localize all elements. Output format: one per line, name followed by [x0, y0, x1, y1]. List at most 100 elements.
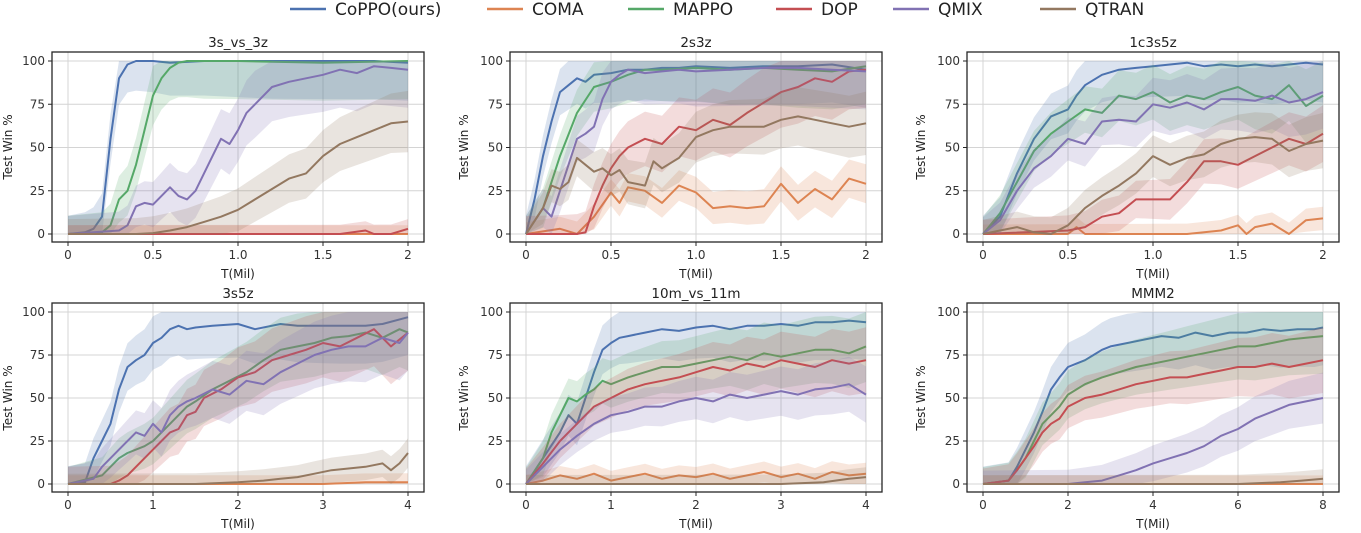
series-line-coppo-ours	[67, 60, 409, 235]
y-tick-label: 50	[945, 391, 960, 405]
y-axis-label: Test Win %	[914, 114, 928, 180]
band-qmix	[983, 372, 1323, 484]
y-tick-label: 50	[945, 141, 960, 155]
y-axis-label: Test Win %	[457, 114, 471, 180]
series-line-coppo-ours	[525, 63, 867, 235]
y-tick-label: 0	[37, 227, 45, 241]
x-axis-label: T(Mil)	[678, 517, 713, 531]
legend-label-mappo: MAPPO	[673, 0, 733, 20]
series-line-dop	[68, 328, 409, 485]
series-line-qtran	[526, 476, 867, 485]
x-tick-label: 1.5	[1228, 248, 1247, 262]
y-tick-label: 75	[945, 97, 960, 111]
band-coma	[526, 159, 866, 234]
series-line-coma	[525, 177, 867, 235]
panel-10m-vs-11m: 10m_vs_11m T(Mil) Test Win % 0 1 2 3 4 0 25 50 7…	[457, 286, 883, 531]
x-axis-label: T(Mil)	[220, 267, 255, 281]
band-qmix	[68, 61, 408, 234]
legend-label-qmix: QMIX	[938, 0, 983, 20]
x-tick-label: 0	[979, 498, 987, 512]
series-line-dop	[525, 359, 867, 485]
x-tick-label: 2	[1064, 498, 1072, 512]
x-tick-label: 2	[692, 498, 700, 512]
series-line-qtran	[68, 452, 409, 485]
panel-title: 3s5z	[222, 286, 253, 302]
band-coppo-ours	[526, 61, 866, 234]
x-tick-label: 4	[1149, 498, 1157, 512]
panel-title: MMM2	[1131, 286, 1175, 302]
band-coppo-ours	[983, 61, 1323, 234]
series-line-mappo	[982, 335, 1324, 485]
x-tick-label: 0	[522, 248, 530, 262]
x-tick-label: 4	[862, 498, 870, 512]
x-axis-label: T(Mil)	[1135, 267, 1170, 281]
y-axis-label: Test Win %	[914, 365, 928, 431]
legend: CoPPO(ours) COMA MAPPO DOP QMIX QTRAN	[290, 0, 1144, 20]
band-coma	[68, 225, 408, 234]
x-tick-label: 8	[1319, 498, 1327, 512]
series-line-mappo	[67, 328, 409, 485]
y-tick-label: 100	[480, 54, 503, 68]
panel-mmm2: MMM2 T(Mil) Test Win % 0 2 4 6 8 0 25 50 75 100	[914, 286, 1340, 531]
y-axis-label: Test Win %	[457, 365, 471, 431]
x-axis-label: T(Mil)	[1135, 517, 1170, 531]
y-tick-label: 50	[30, 391, 45, 405]
x-tick-label: 2	[1319, 248, 1327, 262]
series-line-qmix	[525, 383, 867, 485]
y-tick-label: 0	[495, 227, 503, 241]
x-axis-label: T(Mil)	[678, 267, 713, 281]
series-line-dop	[526, 68, 867, 235]
panel-2s3z: 2s3z T(Mil) Test Win % 0 0.5 1.0 1.5 2 0 25 50 7…	[457, 35, 883, 281]
band-dop	[526, 327, 866, 484]
band-qtran	[526, 87, 866, 234]
band-dop	[68, 312, 408, 484]
band-coma	[983, 475, 1323, 484]
panel-title: 2s3z	[680, 35, 711, 51]
panel-title: 3s_vs_3z	[208, 35, 268, 51]
x-tick-label: 1	[607, 498, 615, 512]
y-tick-label: 75	[30, 97, 45, 111]
panel-3s-vs-3z: 3s_vs_3z T(Mil) Test Win % 0 0.5 1.0 1.5 2 0 2…	[1, 35, 425, 281]
series-line-coppo-ours	[982, 326, 1324, 485]
x-axis-label: T(Mil)	[220, 517, 255, 531]
y-axis-label: Test Win %	[1, 365, 15, 431]
band-coma	[983, 206, 1323, 234]
y-tick-label: 25	[30, 434, 45, 448]
band-coma	[526, 461, 866, 484]
band-mappo	[983, 61, 1323, 234]
y-tick-label: 0	[952, 477, 960, 491]
y-tick-label: 75	[30, 348, 45, 362]
x-tick-label: 0	[64, 248, 72, 262]
band-qmix	[526, 61, 866, 234]
series-line-qmix	[67, 65, 409, 235]
x-tick-label: 4	[404, 498, 412, 512]
x-tick-label: 1	[149, 498, 157, 512]
y-tick-label: 75	[488, 97, 503, 111]
x-tick-label: 6	[1234, 498, 1242, 512]
legend-label-coppo-ours: CoPPO(ours)	[335, 0, 441, 20]
series-line-qtran	[982, 136, 1324, 235]
band-coppo-ours	[526, 312, 866, 484]
band-qtran	[68, 90, 408, 235]
band-coppo-ours	[68, 312, 408, 484]
series-line-dop	[68, 227, 409, 235]
x-tick-label: 3	[777, 498, 785, 512]
band-mappo	[983, 312, 1323, 484]
series-line-dop	[982, 359, 1324, 485]
x-tick-label: 1.0	[228, 248, 247, 262]
series-line-coma	[525, 471, 867, 485]
series-line-qtran	[983, 477, 1324, 485]
y-tick-label: 25	[488, 434, 503, 448]
series-line-mappo	[525, 65, 867, 235]
series-line-coppo-ours	[67, 316, 409, 485]
legend-label-dop: DOP	[821, 0, 858, 20]
series-line-qtran	[525, 115, 867, 235]
y-tick-label: 50	[488, 391, 503, 405]
y-axis-label: Test Win %	[1, 114, 15, 180]
y-tick-label: 0	[952, 227, 960, 241]
series-line-qmix	[525, 66, 867, 235]
y-tick-label: 25	[945, 184, 960, 198]
band-mappo	[526, 312, 866, 484]
x-tick-label: 0.5	[1058, 248, 1077, 262]
